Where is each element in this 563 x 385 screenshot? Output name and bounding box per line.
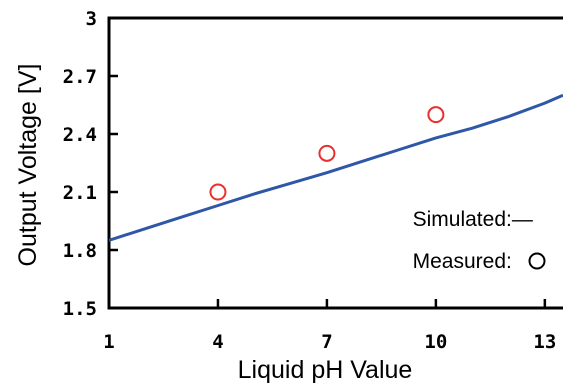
- data-point-measured: [427, 106, 445, 124]
- legend-simulated-label: Simulated: [413, 208, 506, 231]
- legend-measured-symbol: :: [506, 250, 512, 273]
- legend-measured-marker: [528, 252, 546, 270]
- data-point-measured: [209, 183, 227, 201]
- series: [109, 93, 563, 242]
- x-tick-label: 1: [103, 331, 114, 353]
- y-tick-label: 2.1: [63, 182, 97, 204]
- x-tick-label: 10: [424, 331, 447, 353]
- x-tick-label: 4: [212, 331, 223, 353]
- y-axis-title: Output Voltage [V]: [14, 64, 42, 267]
- axes: [107, 16, 563, 310]
- x-tick-label: 13: [533, 331, 556, 353]
- series-line-simulated: [109, 93, 563, 242]
- x-axis-title: Liquid pH Value: [238, 356, 413, 384]
- ticks: 1.5 1.8 2.1 2.4 2.7 3 1 4 7 10 13: [63, 8, 557, 353]
- y-tick-label: 3: [86, 8, 97, 30]
- data-point-measured: [318, 144, 336, 162]
- y-tick-label: 2.7: [63, 66, 97, 88]
- x-tick-label: 7: [321, 331, 332, 353]
- legend: Simulated :— Measured :: [413, 208, 546, 273]
- legend-measured-label: Measured: [413, 250, 506, 273]
- y-tick-label: 2.4: [63, 124, 97, 146]
- legend-simulated-symbol: :—: [506, 208, 533, 231]
- y-tick-label: 1.5: [63, 298, 97, 320]
- y-tick-label: 1.8: [63, 240, 97, 262]
